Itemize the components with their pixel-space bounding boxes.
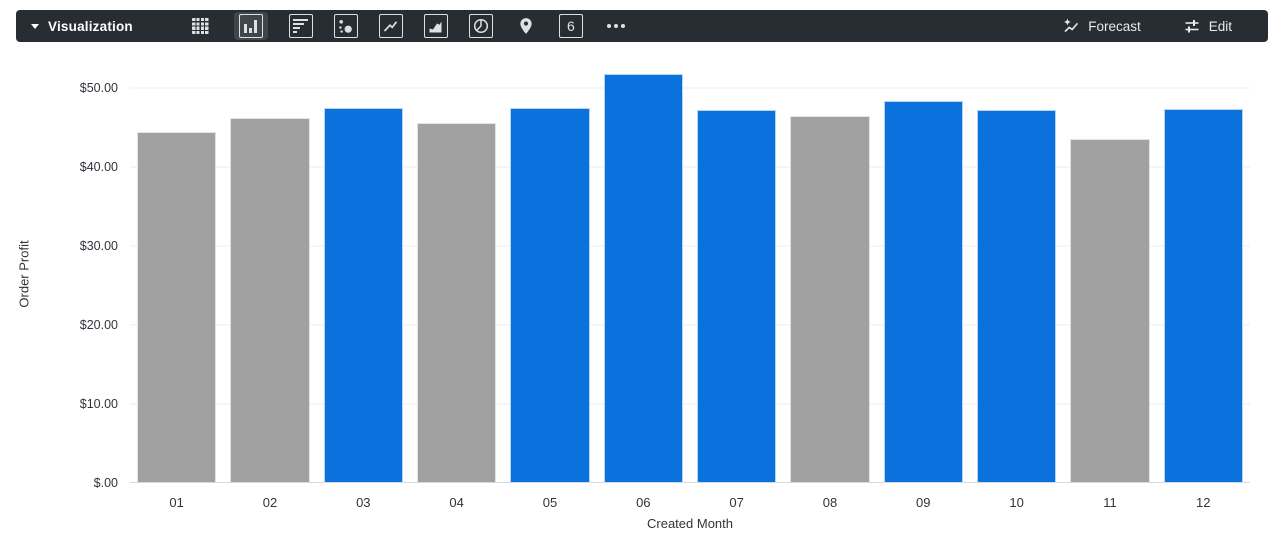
table-glyph <box>192 18 210 34</box>
y-axis-labels: $.00 $10.00 $20.00 $30.00 $40.00 $50.00 <box>0 65 118 490</box>
bar-06[interactable] <box>603 73 683 483</box>
x-axis-tick-label: 03 <box>356 495 371 510</box>
y-axis-tick-label: $20.00 <box>79 317 118 332</box>
x-axis-labels: 01 02 03 04 05 06 07 08 09 10 11 12 <box>130 495 1250 510</box>
gridline <box>130 245 1250 247</box>
table-icon[interactable] <box>189 14 213 38</box>
bar-05[interactable] <box>510 108 590 483</box>
x-axis-tick-label: 02 <box>262 495 278 510</box>
gridline <box>130 403 1250 405</box>
y-axis-tick-label: $50.00 <box>79 80 118 95</box>
x-axis-line <box>130 482 1250 483</box>
x-axis-tick-label: 01 <box>169 495 184 510</box>
edit-label: Edit <box>1208 18 1232 34</box>
gridline <box>130 87 1250 89</box>
edit-button[interactable]: Edit <box>1183 17 1232 35</box>
x-axis-tick-label: 04 <box>449 495 464 510</box>
bar-02[interactable] <box>230 117 310 483</box>
column-glyph <box>244 19 258 33</box>
toolbar-title: Visualization <box>48 18 133 34</box>
single-value-icon[interactable]: 6 <box>558 14 583 38</box>
x-axis-tick-label: 05 <box>542 495 558 510</box>
forecast-icon <box>1064 18 1079 33</box>
bar-slot <box>877 65 970 483</box>
scatter-glyph <box>339 19 353 33</box>
bar-04[interactable] <box>416 123 497 483</box>
bar-slot <box>970 65 1063 483</box>
bar-slot <box>223 65 316 483</box>
x-axis-tick-label: 12 <box>1196 495 1211 510</box>
bar-07[interactable] <box>696 110 777 483</box>
x-axis-tick-label: 08 <box>822 495 838 510</box>
column-chart-selected-highlight[interactable] <box>233 12 268 40</box>
gridline <box>130 324 1250 326</box>
x-axis-tick-label: 11 <box>1103 495 1117 510</box>
forecast-button[interactable]: Forecast <box>1062 17 1141 35</box>
visualization-toolbar: Visualization <box>16 10 1268 42</box>
bar-10[interactable] <box>976 110 1057 483</box>
bar-slot <box>503 65 596 483</box>
bar-11[interactable] <box>1070 138 1150 483</box>
x-axis-tick-label: 07 <box>729 495 744 510</box>
bar-slot <box>690 65 783 483</box>
plot-area <box>130 65 1250 483</box>
toolbar-actions: Forecast Edit <box>1062 17 1268 35</box>
bar-01[interactable] <box>137 132 217 483</box>
y-axis-tick-label: $40.00 <box>79 159 118 174</box>
area-chart-icon[interactable] <box>423 14 448 38</box>
edit-settings-icon <box>1185 20 1199 33</box>
forecast-label: Forecast <box>1088 18 1141 34</box>
y-axis-tick-label: $30.00 <box>79 238 118 253</box>
bar-slot <box>1063 65 1156 483</box>
bar-03[interactable] <box>323 108 403 483</box>
bar-09[interactable] <box>883 100 963 483</box>
bar-slot <box>783 65 876 483</box>
single-value-glyph: 6 <box>566 18 575 34</box>
chart-type-switcher: 6 <box>189 12 628 40</box>
ellipsis-glyph <box>606 24 625 28</box>
bars <box>130 65 1250 483</box>
area-glyph <box>429 21 442 32</box>
line-chart-icon[interactable] <box>378 14 403 38</box>
line-glyph <box>384 20 398 32</box>
pin-glyph <box>520 18 532 34</box>
bar-slot <box>410 65 503 483</box>
x-axis-title: Created Month <box>647 516 733 531</box>
pie-chart-icon[interactable] <box>468 14 493 38</box>
y-axis-tick-label: $.00 <box>93 476 118 490</box>
gridline <box>130 166 1250 168</box>
x-axis-tick-label: 06 <box>636 495 651 510</box>
x-axis-tick-label: 10 <box>1009 495 1024 510</box>
pie-glyph <box>473 18 488 34</box>
x-axis-tick-label: 09 <box>916 495 931 510</box>
bar-glyph <box>293 19 309 33</box>
column-chart-icon <box>238 14 263 38</box>
bar-chart-icon[interactable] <box>288 14 313 38</box>
bar-slot <box>1157 65 1250 483</box>
more-options-icon[interactable] <box>604 14 628 38</box>
visualization-collapse-toggle[interactable]: Visualization <box>16 19 133 34</box>
bar-08[interactable] <box>790 115 870 483</box>
map-pin-icon[interactable] <box>514 14 538 38</box>
caret-down-icon <box>31 23 39 29</box>
bar-slot <box>597 65 690 483</box>
bar-slot <box>317 65 410 483</box>
y-axis-tick-label: $10.00 <box>79 396 118 411</box>
scatter-chart-icon[interactable] <box>333 14 358 38</box>
bar-slot <box>130 65 223 483</box>
bar-12[interactable] <box>1163 109 1243 483</box>
